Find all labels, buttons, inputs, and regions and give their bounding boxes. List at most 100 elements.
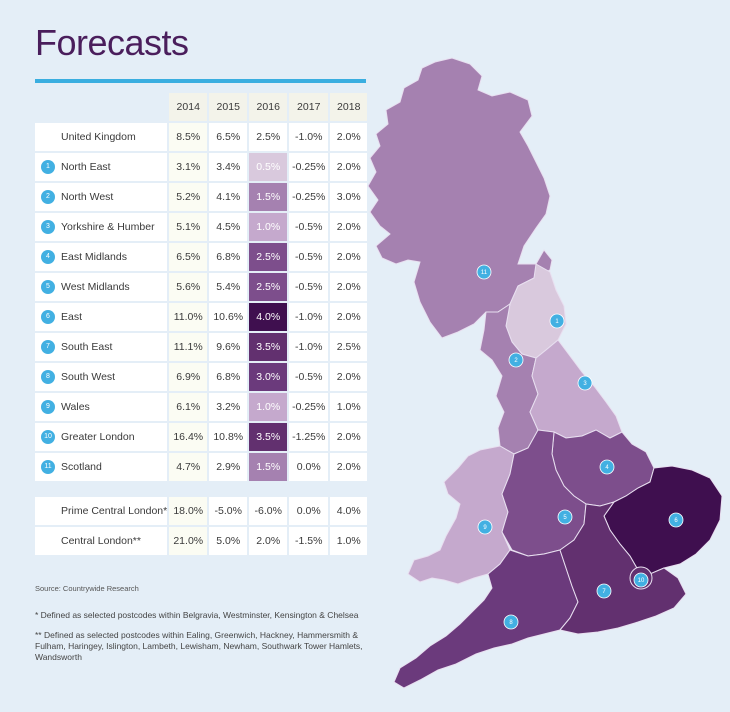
footnote-central: ** Defined as selected postcodes within … — [35, 630, 363, 662]
region-cell: Prime Central London* — [35, 497, 168, 525]
value-cell: 5.4% — [209, 273, 248, 301]
value-cell: 3.0% — [330, 183, 368, 211]
value-cell: 6.5% — [169, 243, 208, 271]
value-cell: 2.0% — [330, 243, 368, 271]
title-underline — [35, 79, 366, 83]
value-cell: 5.2% — [169, 183, 208, 211]
region-number-badge: 4 — [41, 250, 55, 264]
map-marker — [477, 519, 493, 535]
value-cell: 2.0% — [330, 303, 368, 331]
value-cell: 6.8% — [209, 363, 248, 391]
map-marker — [476, 264, 492, 280]
value-cell: 1.0% — [249, 393, 288, 421]
table-row: 10 Greater London 16.4% 10.8% 3.5% -1.25% 2.0% — [35, 423, 368, 451]
value-cell: 1.5% — [249, 453, 288, 481]
value-cell: -1.25% — [289, 423, 329, 451]
column-header: 2016 — [249, 93, 288, 121]
map-region — [559, 501, 687, 635]
value-cell: 1.0% — [330, 393, 368, 421]
map-marker-label: 5 — [563, 515, 567, 521]
value-cell: 0.0% — [289, 497, 329, 525]
value-cell: -1.0% — [289, 303, 329, 331]
value-cell: 6.5% — [209, 123, 248, 151]
value-cell: 2.5% — [330, 333, 368, 361]
value-cell: 2.5% — [249, 123, 288, 151]
map-marker — [596, 583, 612, 599]
value-cell: 5.1% — [169, 213, 208, 241]
value-cell: 11.1% — [169, 333, 208, 361]
map-marker-label: 6 — [674, 518, 678, 524]
table-row: 6 East 11.0% 10.6% 4.0% -1.0% 2.0% — [35, 303, 368, 331]
region-cell: 5 West Midlands — [35, 273, 168, 301]
value-cell: -0.5% — [289, 363, 329, 391]
region-label: United Kingdom — [61, 131, 136, 143]
value-cell: -0.25% — [289, 183, 329, 211]
region-cell: Central London** — [35, 527, 168, 555]
value-cell: 3.1% — [169, 153, 208, 181]
region-label: East — [61, 310, 83, 323]
map-marker-label: 3 — [583, 381, 587, 387]
value-cell: 3.4% — [209, 153, 248, 181]
map-marker-label: 10 — [638, 578, 645, 584]
region-number-badge: 7 — [41, 340, 55, 354]
region-label: Prime Central London* — [61, 505, 168, 517]
value-cell: 2.0% — [330, 213, 368, 241]
value-cell: 4.5% — [209, 213, 248, 241]
value-cell: 6.8% — [209, 243, 248, 271]
table-row: 5 West Midlands 5.6% 5.4% 2.5% -0.5% 2.0% — [35, 273, 368, 301]
value-cell: 3.5% — [249, 333, 288, 361]
table-row: 9 Wales 6.1% 3.2% 1.0% -0.25% 1.0% — [35, 393, 368, 421]
value-cell: 5.6% — [169, 273, 208, 301]
value-cell: 5.0% — [209, 527, 248, 555]
region-number-badge: 2 — [41, 190, 55, 204]
map-marker — [577, 375, 593, 391]
value-cell: -0.5% — [289, 273, 329, 301]
page-title: Forecasts — [35, 22, 189, 63]
region-number-badge: 8 — [41, 370, 55, 384]
value-cell: 4.0% — [330, 497, 368, 525]
value-cell: 3.0% — [249, 363, 288, 391]
source-note: Source: Countrywide Research — [35, 584, 139, 593]
table-row: United Kingdom 8.5% 6.5% 2.5% -1.0% 2.0% — [35, 123, 368, 151]
region-cell: 7 South East — [35, 333, 168, 361]
value-cell: 2.0% — [330, 273, 368, 301]
value-cell: -1.0% — [289, 123, 329, 151]
header-spacer — [35, 93, 167, 121]
region-label: Scotland — [61, 460, 102, 473]
column-header: 2017 — [289, 93, 329, 121]
value-cell: 2.0% — [330, 363, 368, 391]
value-cell: 2.5% — [249, 273, 288, 301]
map-marker — [508, 352, 524, 368]
value-cell: 2.0% — [249, 527, 288, 555]
region-label: West Midlands — [61, 280, 130, 293]
uk-map: 11 1 2 3 4 5 6 7 8 9 10 — [367, 57, 723, 689]
map-marker-label: 8 — [509, 620, 513, 626]
region-label: Central London** — [61, 535, 141, 547]
region-label: North West — [61, 190, 114, 203]
region-cell: 11 Scotland — [35, 453, 168, 481]
map-marker-label: 2 — [514, 358, 518, 364]
value-cell: 16.4% — [169, 423, 208, 451]
map-marker-label: 4 — [605, 465, 609, 471]
value-cell: -0.5% — [289, 243, 329, 271]
value-cell: 3.5% — [249, 423, 288, 451]
region-cell: 6 East — [35, 303, 168, 331]
region-cell: 3 Yorkshire & Humber — [35, 213, 168, 241]
region-cell: United Kingdom — [35, 123, 168, 151]
region-cell: 1 North East — [35, 153, 168, 181]
value-cell: 4.1% — [209, 183, 248, 211]
region-number-badge: 3 — [41, 220, 55, 234]
value-cell: 6.1% — [169, 393, 208, 421]
value-cell: 21.0% — [169, 527, 208, 555]
value-cell: 1.0% — [330, 527, 368, 555]
region-cell: 10 Greater London — [35, 423, 168, 451]
region-label: North East — [61, 160, 111, 173]
region-label: East Midlands — [61, 250, 127, 263]
region-number-badge: 11 — [41, 460, 55, 474]
map-region — [529, 339, 623, 439]
map-region — [367, 57, 553, 339]
map-markers: 11 1 2 3 4 5 6 7 8 9 10 — [476, 264, 684, 630]
table-row: 3 Yorkshire & Humber 5.1% 4.5% 1.0% -0.5% 2.0% — [35, 213, 368, 241]
value-cell: -1.0% — [289, 333, 329, 361]
value-cell: -6.0% — [249, 497, 288, 525]
